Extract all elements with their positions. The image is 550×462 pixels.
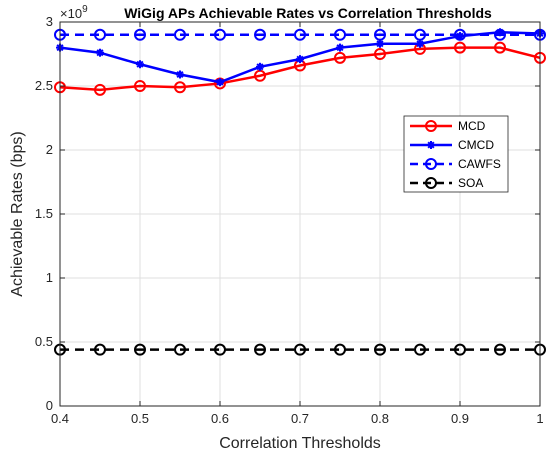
data-point-cawfs: [374, 28, 386, 41]
legend-label: CAWFS: [458, 157, 501, 171]
data-point-soa: [134, 343, 146, 356]
data-point-mcd: [334, 51, 346, 64]
grid: [59, 21, 541, 407]
data-point-cawfs: [494, 28, 506, 41]
legend-item-mcd: MCD: [410, 119, 486, 133]
data-point-soa: [254, 343, 266, 356]
x-tick-label: 0.4: [51, 411, 69, 426]
data-point-soa: [414, 343, 426, 356]
data-point-cawfs: [414, 28, 426, 41]
y-tick-label: 0: [46, 398, 53, 413]
x-tick-label: 0.7: [291, 411, 309, 426]
legend-item-cawfs: CAWFS: [410, 157, 501, 171]
x-tick-label: 1: [536, 411, 543, 426]
data-point-cmcd: [96, 48, 104, 57]
data-point-cmcd: [376, 39, 384, 48]
data-point-soa: [494, 343, 506, 356]
data-point-soa: [374, 343, 386, 356]
x-tick-label: 0.9: [451, 411, 469, 426]
data-point-soa: [174, 343, 186, 356]
legend-swatch-marker: [427, 141, 435, 149]
data-point-cmcd: [256, 62, 264, 71]
series-mcd: [54, 41, 546, 96]
data-point-cawfs: [334, 28, 346, 41]
data-point-mcd: [94, 83, 106, 96]
data-point-mcd: [494, 41, 506, 54]
legend-label: CMCD: [458, 138, 494, 152]
data-point-cawfs: [94, 28, 106, 41]
legend-item-cmcd: CMCD: [410, 138, 494, 152]
data-point-cmcd: [216, 78, 224, 87]
x-axis-label: Correlation Thresholds: [219, 435, 381, 452]
data-point-cmcd: [176, 70, 184, 79]
data-point-cawfs: [214, 28, 226, 41]
legend-swatch-marker: [425, 177, 437, 189]
data-point-cawfs: [454, 28, 466, 41]
series-cmcd: [56, 28, 544, 87]
y-axis-label: Achievable Rates (bps): [9, 131, 26, 296]
legend-item-soa: SOA: [410, 176, 483, 190]
data-point-cmcd: [296, 55, 304, 64]
data-point-mcd: [174, 81, 186, 94]
y-tick-label: 1.5: [35, 206, 53, 221]
legend-swatch-marker: [425, 158, 437, 170]
data-point-cmcd: [136, 60, 144, 69]
data-point-cawfs: [254, 28, 266, 41]
y-tick-label: 2.5: [35, 78, 53, 93]
data-point-soa: [94, 343, 106, 356]
data-point-cawfs: [174, 28, 186, 41]
chart-title: WiGig APs Achievable Rates vs Correlatio…: [124, 5, 492, 21]
data-point-cawfs: [294, 28, 306, 41]
data-point-mcd: [134, 80, 146, 92]
x-tick-label: 0.6: [211, 411, 229, 426]
data-point-cmcd: [416, 39, 424, 48]
x-tick-label: 0.5: [131, 411, 149, 426]
y-tick-label: 2: [46, 142, 53, 157]
data-point-soa: [334, 343, 346, 356]
data-point-cawfs: [134, 28, 146, 41]
data-point-cmcd: [336, 43, 344, 52]
x-tick-label: 0.8: [371, 411, 389, 426]
data-point-soa: [454, 343, 466, 356]
y-tick-label: 1: [46, 270, 53, 285]
y-axis-exponent-power: 9: [82, 4, 88, 15]
y-tick-label: 3: [46, 14, 53, 29]
legend-label: MCD: [458, 119, 486, 133]
y-axis-exponent: ×109: [60, 4, 88, 21]
axis-ticks: 0.4 0.5 0.6 0.7 0.8 0.9 1 0 0.5 1 1.5 2 2.5 3: [35, 14, 544, 426]
data-point-soa: [214, 343, 226, 356]
legend-swatch-marker: [425, 120, 437, 132]
legend-label: SOA: [458, 176, 483, 190]
y-axis-exponent-base: ×10: [60, 6, 82, 21]
legend: MCD CMCD CAWFS SOA: [403, 115, 509, 193]
data-point-mcd: [374, 48, 386, 60]
data-point-soa: [294, 343, 306, 356]
data-point-mcd: [454, 41, 466, 54]
legend-box: [403, 115, 509, 193]
series-line-mcd: [59, 46, 541, 92]
y-tick-label: 0.5: [35, 334, 53, 349]
series-soa: [54, 343, 546, 356]
